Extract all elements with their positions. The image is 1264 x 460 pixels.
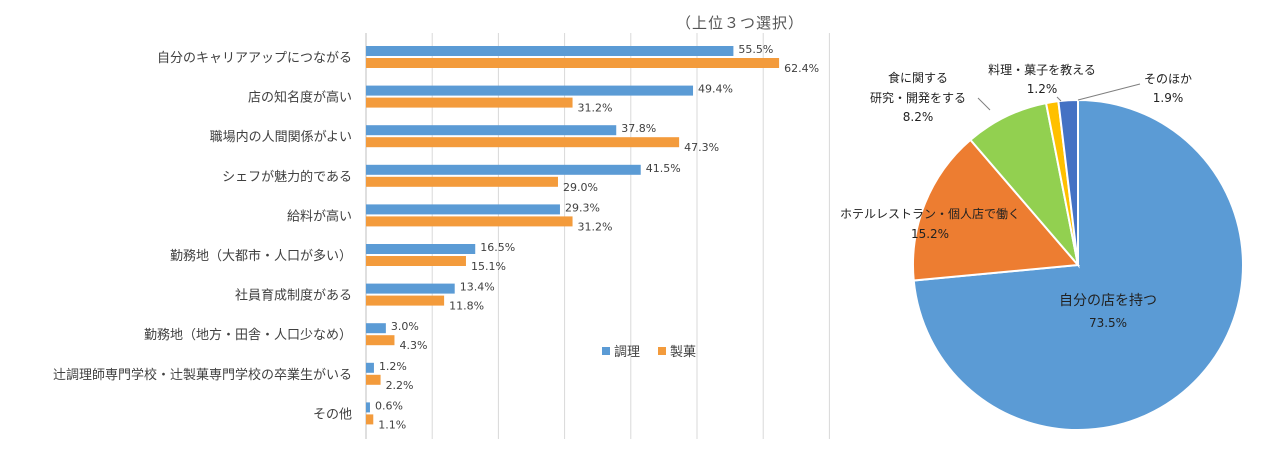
- slice-label: ホテルレストラン・個人店で働く: [840, 207, 1020, 221]
- data-label: 0.6%: [375, 399, 403, 412]
- chart-subtitle: （上位３つ選択）: [676, 14, 805, 32]
- data-label: 15.1%: [471, 260, 506, 273]
- category-label: 職場内の人間関係がよい: [210, 129, 352, 145]
- bar-seika: [366, 374, 381, 385]
- category-label: 給料が高い: [287, 208, 352, 224]
- category-label: 勤務地（大都市・人口が多い）: [170, 248, 352, 264]
- bar-seika: [366, 58, 780, 68]
- category-label: 店の知名度が高い: [248, 90, 352, 106]
- bar-chori: [366, 204, 560, 215]
- slice-value: 1.9%: [1153, 91, 1184, 105]
- category-label: 自分のキャリアアップにつながる: [157, 51, 352, 66]
- bar-seika: [366, 176, 558, 187]
- data-label: 31.2%: [578, 102, 613, 115]
- data-label: 2.2%: [386, 379, 414, 392]
- legend-swatch: [602, 347, 610, 355]
- legend-label: 調理: [614, 345, 640, 360]
- bar-chori: [366, 164, 641, 175]
- bar-seika: [366, 295, 445, 306]
- bar-seika: [366, 137, 680, 148]
- slice-value: 8.2%: [903, 110, 934, 124]
- bar-chori: [366, 125, 617, 136]
- data-label: 29.3%: [565, 201, 600, 214]
- data-label: 3.0%: [391, 320, 419, 333]
- bar-chori: [366, 362, 374, 373]
- slice-label: 料理・菓子を教える: [988, 62, 1096, 77]
- data-label: 11.8%: [449, 300, 484, 313]
- pie-slice: [1057, 98, 1079, 266]
- bar-chori: [366, 244, 476, 254]
- slice-label: そのほか: [1144, 72, 1192, 86]
- bar-chori: [366, 402, 370, 413]
- bar-chart: 自分のキャリアアップにつながる 55.5% 62.4% 店の知名度が高い 49.4% 31…: [53, 33, 830, 439]
- bar-seika: [366, 414, 374, 425]
- data-label: 47.3%: [684, 141, 719, 154]
- data-label: 29.0%: [563, 181, 598, 194]
- data-label: 31.2%: [578, 220, 613, 233]
- slice-value: 1.2%: [1027, 82, 1058, 96]
- slice-label: 研究・開発をする: [870, 90, 966, 105]
- slice-value: 15.2%: [911, 227, 949, 241]
- category-label: 辻調理師専門学校・辻製菓専門学校の卒業生がいる: [53, 367, 352, 383]
- bar-seika: [366, 256, 466, 266]
- data-label: 13.4%: [460, 281, 495, 294]
- bar-seika: [366, 216, 573, 227]
- category-label: 勤務地（地方・田舎・人口少なめ）: [144, 327, 352, 343]
- slice-label: 自分の店を持つ: [1059, 293, 1157, 309]
- data-label: 55.5%: [738, 43, 773, 56]
- data-label: 1.1%: [378, 418, 406, 431]
- pie-slice: [912, 138, 1081, 282]
- leader-line: [1056, 96, 1062, 102]
- bar-chori: [366, 283, 455, 294]
- bar-chori: [366, 323, 386, 334]
- category-label: 社員育成制度がある: [235, 288, 352, 304]
- bar-chori: [366, 85, 694, 96]
- data-label: 41.5%: [646, 162, 681, 175]
- slice-value: 73.5%: [1089, 316, 1127, 330]
- data-label: 49.4%: [698, 83, 733, 96]
- data-label: 16.5%: [480, 241, 515, 254]
- pie-chart: 自分の店を持つ 73.5% ホテルレストラン・個人店で働く 15.2% 食に関する研究・…: [840, 62, 1244, 431]
- category-label: その他: [313, 407, 352, 422]
- category-label: シェフが魅力的である: [222, 169, 352, 185]
- legend-swatch: [658, 347, 666, 355]
- leader-line: [1077, 83, 1141, 101]
- data-label: 37.8%: [621, 122, 656, 135]
- leader-line: [977, 97, 991, 111]
- data-label: 4.3%: [399, 339, 427, 352]
- data-label: 62.4%: [784, 62, 819, 75]
- bar-seika: [366, 97, 573, 108]
- bar-seika: [366, 335, 395, 346]
- data-label: 1.2%: [379, 360, 407, 373]
- bar-chori: [366, 46, 734, 56]
- slice-label: 食に関する: [888, 70, 948, 85]
- legend-label: 製菓: [670, 345, 696, 360]
